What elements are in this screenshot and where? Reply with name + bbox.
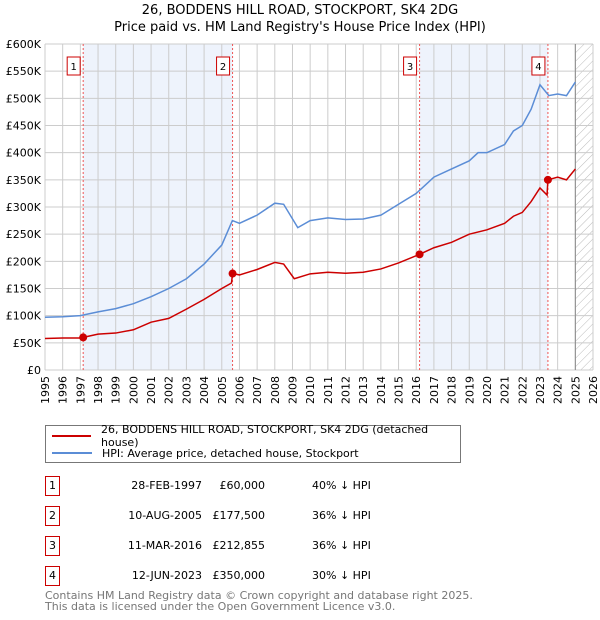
- y-tick-label: £350K: [6, 174, 42, 187]
- sale-price: £60,000: [219, 479, 266, 492]
- sale-date: 10-AUG-2005: [128, 509, 202, 522]
- sale-price: £212,855: [212, 539, 266, 552]
- y-tick-label: £550K: [6, 65, 42, 78]
- series-line-hpi: [44, 81, 576, 319]
- sale-marker-box: [403, 56, 418, 76]
- x-tick-label: 2009: [286, 376, 299, 404]
- x-tick-label: 2019: [463, 376, 476, 404]
- sale-date: 11-MAR-2016: [127, 539, 202, 552]
- sale-marker-number: 2: [220, 62, 226, 73]
- y-tick-label: £50K: [13, 337, 42, 350]
- x-tick-label: 2021: [499, 376, 512, 404]
- chart-title: 26, BODDENS HILL ROAD, STOCKPORT, SK4 2D…: [141, 3, 459, 18]
- sale-number-box: 3: [45, 536, 60, 556]
- sale-marker-box: [531, 56, 546, 76]
- x-tick-label: 1999: [110, 376, 123, 404]
- footer: Contains HM Land Registry data © Crown c…: [45, 590, 473, 612]
- y-tick-label: £300K: [6, 201, 42, 214]
- x-tick-label: 2024: [552, 376, 565, 404]
- x-tick-label: 2018: [446, 376, 459, 404]
- x-tick-label: 2025: [569, 376, 582, 404]
- sale-point: [79, 333, 88, 342]
- sale-number-box: 2: [45, 506, 60, 526]
- sale-point: [415, 250, 424, 259]
- sale-point: [543, 175, 552, 184]
- x-tick-label: 1995: [39, 376, 52, 404]
- sales-table-row: 3 11-MAR-2016 £212,855 36% ↓ HPI: [45, 536, 465, 556]
- x-tick-label: 2022: [516, 376, 529, 404]
- x-tick-label: 2006: [233, 376, 246, 404]
- x-tick-label: 2001: [145, 376, 158, 404]
- sale-hpi-diff: 36% ↓ HPI: [312, 509, 371, 522]
- y-tick-label: £250K: [6, 228, 42, 241]
- sale-hpi-diff: 30% ↓ HPI: [312, 569, 371, 582]
- sale-date: 12-JUN-2023: [131, 569, 202, 582]
- legend-swatch-hpi: [52, 452, 92, 454]
- y-tick-label: £100K: [6, 310, 42, 323]
- sales-table-row: 1 28-FEB-1997 £60,000 40% ↓ HPI: [45, 476, 465, 496]
- x-tick-label: 2017: [428, 376, 441, 404]
- sale-point: [228, 269, 237, 278]
- x-tick-label: 2010: [304, 376, 317, 404]
- sale-marker-box: [66, 56, 81, 76]
- sale-hpi-diff: 40% ↓ HPI: [312, 479, 371, 492]
- x-tick-label: 2000: [127, 376, 140, 404]
- sale-hpi-diff: 36% ↓ HPI: [312, 539, 371, 552]
- x-tick-label: 2015: [393, 376, 406, 404]
- x-tick-label: 1997: [74, 376, 87, 404]
- legend: 26, BODDENS HILL ROAD, STOCKPORT, SK4 2D…: [45, 423, 461, 463]
- y-tick-label: £0: [27, 364, 41, 377]
- sale-marker-box: [216, 56, 231, 76]
- sales-table-row: 4 12-JUN-2023 £350,000 30% ↓ HPI: [45, 566, 465, 586]
- footer-line-1: Contains HM Land Registry data © Crown c…: [45, 589, 473, 602]
- sale-date: 28-FEB-1997: [131, 479, 202, 492]
- y-tick-label: £200K: [6, 255, 42, 268]
- sales-table-row: 2 10-AUG-2005 £177,500 36% ↓ HPI: [45, 506, 465, 526]
- x-tick-label: 1998: [92, 376, 105, 404]
- x-tick-label: 2005: [216, 376, 229, 404]
- x-tick-label: 2011: [322, 376, 335, 404]
- legend-swatch-price: [52, 435, 92, 437]
- x-tick-label: 1996: [57, 376, 70, 404]
- x-tick-label: 2026: [587, 376, 600, 404]
- footer-line-2: This data is licensed under the Open Gov…: [45, 600, 396, 613]
- x-tick-label: 2004: [198, 376, 211, 404]
- x-tick-label: 2013: [357, 376, 370, 404]
- x-tick-label: 2016: [410, 376, 423, 404]
- y-tick-label: £400K: [6, 147, 42, 160]
- y-tick-label: £450K: [6, 120, 42, 133]
- x-tick-label: 2007: [251, 376, 264, 404]
- legend-label-price: 26, BODDENS HILL ROAD, STOCKPORT, SK4 2D…: [101, 423, 429, 449]
- chart-subtitle: Price paid vs. HM Land Registry's House …: [114, 20, 486, 35]
- y-tick-label: £500K: [6, 92, 42, 105]
- series-line-price: [44, 168, 576, 340]
- sale-number-box: 4: [45, 566, 60, 586]
- sale-price: £350,000: [212, 569, 266, 582]
- x-tick-label: 2008: [269, 376, 282, 404]
- x-tick-label: 2023: [534, 376, 547, 404]
- y-tick-label: £150K: [6, 283, 42, 296]
- x-tick-label: 2003: [180, 376, 193, 404]
- x-tick-label: 2020: [481, 376, 494, 404]
- x-tick-label: 2014: [375, 376, 388, 404]
- sale-marker-number: 1: [70, 62, 76, 73]
- plot-area: 1995 1996 1997 1998 1999 2000 2001 2002 2003 2004…: [6, 38, 600, 404]
- sale-number-box: 1: [45, 476, 60, 496]
- x-tick-label: 2012: [340, 376, 353, 404]
- y-tick-label: £600K: [6, 38, 42, 51]
- sale-marker-number: 3: [407, 62, 413, 73]
- x-tick-label: 2002: [163, 376, 176, 404]
- legend-label-hpi: HPI: Average price, detached house, Stoc…: [102, 446, 359, 460]
- sale-price: £177,500: [212, 509, 266, 522]
- sale-marker-number: 4: [535, 62, 541, 73]
